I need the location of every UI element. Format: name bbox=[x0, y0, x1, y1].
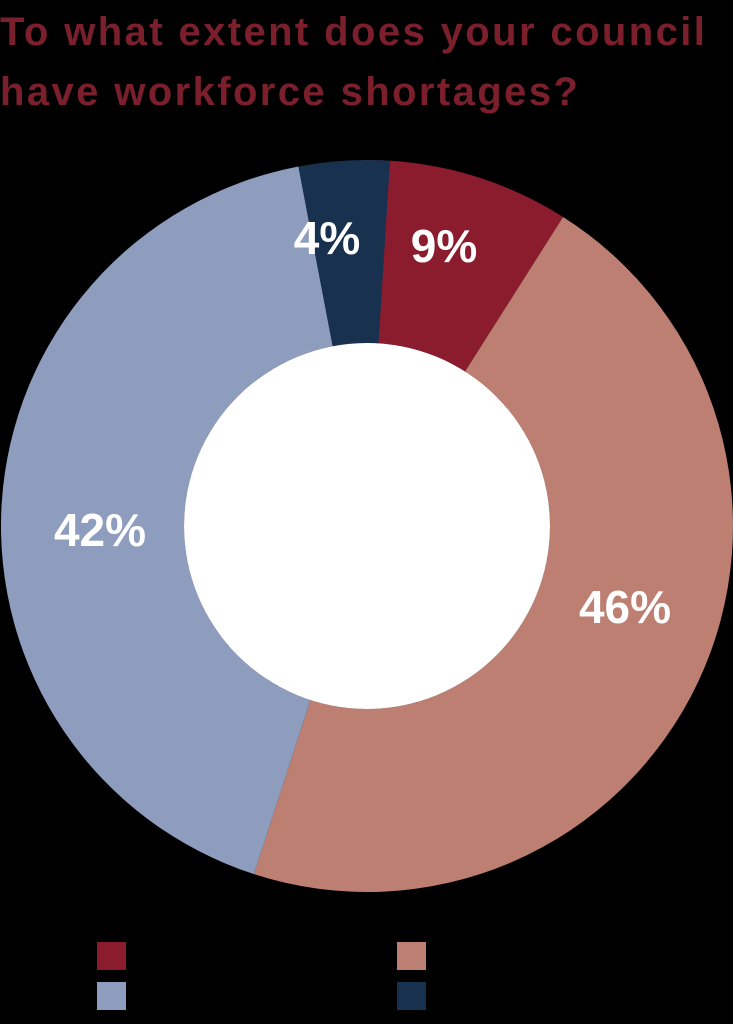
svg-text:4%: 4% bbox=[294, 212, 360, 264]
svg-text:46%: 46% bbox=[579, 581, 671, 633]
svg-text:42%: 42% bbox=[54, 504, 146, 556]
svg-text:9%: 9% bbox=[411, 220, 477, 272]
